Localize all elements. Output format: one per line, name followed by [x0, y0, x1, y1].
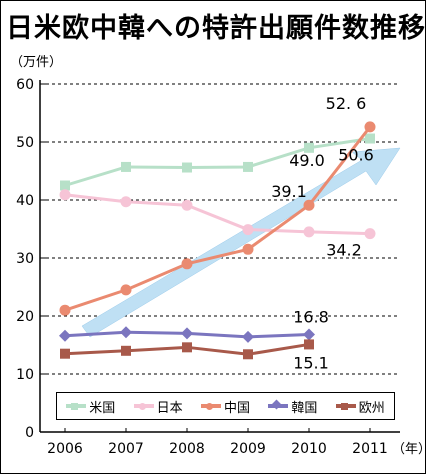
legend-swatch-3 — [268, 399, 289, 410]
point-3-2006 — [59, 329, 71, 342]
legend-item-1: 日本 — [133, 397, 183, 416]
data-label-2: 49.0 — [289, 151, 325, 170]
legend-swatch-1 — [133, 402, 154, 410]
point-4-2009 — [243, 349, 253, 360]
chart-title: 日米欧中韓への特許出願件数推移 — [6, 13, 426, 44]
point-2-2010 — [303, 199, 315, 211]
data-label-1: 50.6 — [338, 146, 374, 165]
y-tick-label-40: 40 — [16, 193, 34, 209]
point-0-2008 — [182, 162, 192, 173]
point-4-2008 — [182, 342, 192, 353]
point-0-2006 — [60, 180, 70, 191]
x-tick-label-2008: 2008 — [169, 441, 205, 457]
point-2-2008 — [181, 258, 193, 270]
x-tick-label-2011: 2011 — [352, 441, 388, 457]
legend-item-2: 中国 — [200, 397, 250, 416]
point-1-2007 — [120, 196, 132, 208]
data-label-6: 15.1 — [293, 353, 329, 372]
legend-label-3: 韓国 — [291, 400, 318, 416]
y-tick-label-0: 0 — [25, 425, 34, 441]
x-tick-label-2007: 2007 — [108, 441, 144, 457]
legend-swatch-4 — [335, 402, 356, 410]
point-3-2007 — [120, 326, 132, 339]
legend-label-0: 米国 — [89, 400, 116, 416]
y-tick-label-50: 50 — [16, 135, 34, 151]
data-label-0: 52. 6 — [326, 94, 367, 113]
point-2-2011 — [364, 121, 376, 133]
legend-marker-0 — [71, 402, 79, 410]
series-line-2 — [64, 125, 372, 312]
point-3-2010 — [303, 328, 315, 341]
x-axis-unit: （年） — [392, 442, 426, 457]
point-1-2009 — [242, 224, 254, 236]
point-3-2008 — [181, 327, 193, 340]
y-tick-label-10: 10 — [16, 367, 34, 383]
series-line-0 — [64, 137, 371, 187]
legend-label-2: 中国 — [223, 400, 250, 416]
legend-marker-1 — [138, 402, 146, 410]
x-tick-label-2009: 2009 — [230, 441, 266, 457]
legend-item-0: 米国 — [66, 397, 115, 416]
data-label-4: 34.2 — [326, 241, 362, 260]
legend-label-1: 日本 — [156, 400, 183, 416]
point-2-2009 — [242, 243, 254, 255]
point-4-2010 — [304, 339, 314, 350]
legend-item-4: 欧州 — [335, 397, 385, 416]
x-tick-label-2010: 2010 — [291, 441, 327, 457]
legend-marker-4 — [340, 402, 348, 410]
point-0-2010 — [304, 142, 314, 153]
point-3-2009 — [242, 330, 254, 343]
y-tick-label-20: 20 — [16, 309, 34, 325]
y-tick-label-30: 30 — [16, 251, 34, 267]
legend-label-4: 欧州 — [358, 400, 385, 416]
point-4-2006 — [60, 348, 70, 359]
point-1-2006 — [59, 189, 71, 201]
y-axis-label: （万件） — [10, 55, 62, 70]
point-1-2010 — [303, 226, 315, 238]
legend-swatch-0 — [66, 402, 87, 410]
point-2-2007 — [120, 284, 132, 296]
trend-arrow — [81, 147, 401, 338]
legend-marker-2 — [205, 402, 213, 410]
chart-legend: 米国 日本 中国 韓国 欧州 — [56, 392, 395, 420]
point-0-2007 — [121, 161, 131, 172]
point-2-2006 — [59, 304, 71, 316]
data-label-5: 16.8 — [293, 308, 329, 327]
data-label-3: 39.1 — [271, 182, 307, 201]
x-tick-label-2006: 2006 — [47, 441, 83, 457]
y-tick-label-60: 60 — [16, 77, 34, 93]
series-line-1 — [64, 193, 371, 236]
point-0-2011 — [365, 133, 375, 144]
point-1-2008 — [181, 199, 193, 211]
point-1-2011 — [364, 228, 376, 240]
point-0-2009 — [243, 161, 253, 172]
legend-swatch-2 — [200, 402, 221, 410]
point-4-2007 — [121, 345, 131, 356]
legend-item-3: 韓国 — [268, 397, 317, 416]
legend-marker-3 — [271, 399, 282, 410]
